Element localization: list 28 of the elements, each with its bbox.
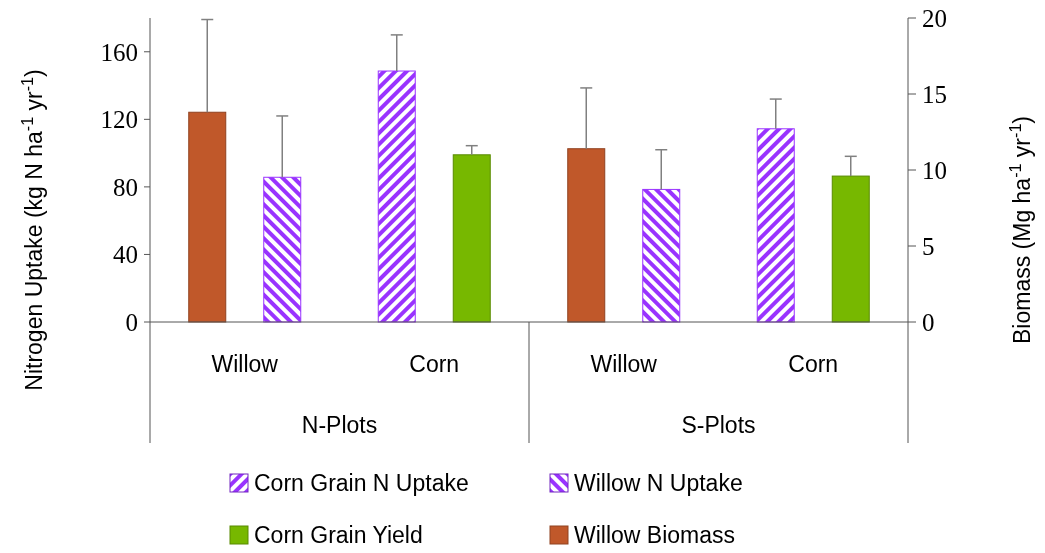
y2-tick-label: 10 [922, 156, 947, 184]
x-tick-label: Corn [788, 351, 839, 377]
x-tick-label: Willow [211, 351, 279, 377]
bar [188, 111, 227, 323]
bar [452, 154, 491, 323]
y2-tick-label: 5 [922, 232, 935, 260]
bar [642, 188, 681, 323]
text: N-Plots [301, 412, 378, 438]
bar [756, 128, 795, 323]
legend-label: Willow N Uptake [574, 470, 743, 497]
bar [831, 175, 870, 323]
y-tick-label: 40 [113, 241, 138, 269]
y-tick-label: 80 [113, 173, 138, 201]
text: S-Plots [681, 412, 756, 438]
y2-tick-label: 15 [922, 80, 947, 108]
y-tick-label: 0 [125, 308, 138, 336]
y-tick-label: 160 [100, 38, 138, 66]
x-tick-label: Willow [590, 351, 658, 377]
x-tick-label: Corn [409, 351, 460, 377]
y2-tick-label: 0 [922, 308, 935, 336]
bar [263, 176, 302, 323]
legend-label: Willow Biomass [574, 522, 736, 549]
legend-label: Corn Grain N Uptake [254, 470, 469, 497]
y-tick-label: 120 [100, 106, 138, 134]
legend-label: Corn Grain Yield [254, 522, 423, 549]
y2-tick-label: 20 [922, 4, 947, 32]
bar [567, 148, 606, 323]
bar [377, 70, 416, 323]
